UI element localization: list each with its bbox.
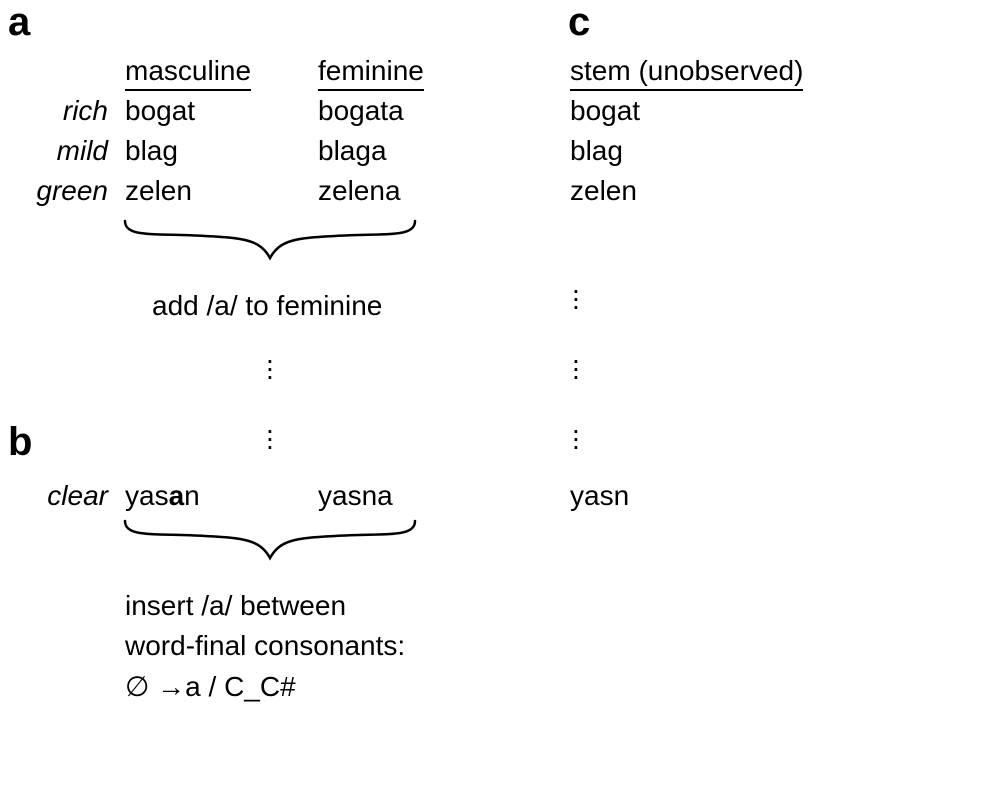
brace-top — [125, 218, 415, 263]
stem-mild: blag — [570, 135, 623, 167]
brace-bottom — [125, 518, 415, 563]
gloss-mild: mild — [8, 135, 108, 167]
header-feminine: feminine — [318, 55, 424, 91]
header-stem: stem (unobserved) — [570, 55, 803, 91]
vdots-right-1: ... — [572, 280, 580, 303]
vdots-right-3: ... — [572, 420, 580, 443]
stem-rich: bogat — [570, 95, 640, 127]
gloss-green: green — [8, 175, 108, 207]
vdots-left-2: ... — [266, 420, 274, 443]
rule2-line3: ∅ →a / C_C# — [125, 670, 296, 703]
masc-mild: blag — [125, 135, 178, 167]
masc-clear-bold: a — [169, 480, 185, 511]
fem-green: zelena — [318, 175, 401, 207]
masc-rich: bogat — [125, 95, 195, 127]
fem-rich: bogata — [318, 95, 404, 127]
panel-a-label: a — [8, 0, 30, 45]
fem-clear: yasna — [318, 480, 393, 512]
rule-add-a: add /a/ to feminine — [152, 290, 382, 322]
header-masculine: masculine — [125, 55, 251, 91]
rule2-line1: insert /a/ between — [125, 590, 346, 622]
vdots-right-2: ... — [572, 350, 580, 373]
masc-clear-post: n — [184, 480, 200, 511]
masc-clear: yasan — [125, 480, 200, 512]
stem-green: zelen — [570, 175, 637, 207]
vdots-left-1: ... — [266, 350, 274, 373]
gloss-rich: rich — [8, 95, 108, 127]
rule2-line2: word-final consonants: — [125, 630, 405, 662]
masc-green: zelen — [125, 175, 192, 207]
masc-clear-pre: yas — [125, 480, 169, 511]
panel-b-label: b — [8, 420, 32, 465]
stem-clear: yasn — [570, 480, 629, 512]
panel-c-label: c — [568, 0, 590, 45]
fem-mild: blaga — [318, 135, 387, 167]
gloss-clear: clear — [8, 480, 108, 512]
